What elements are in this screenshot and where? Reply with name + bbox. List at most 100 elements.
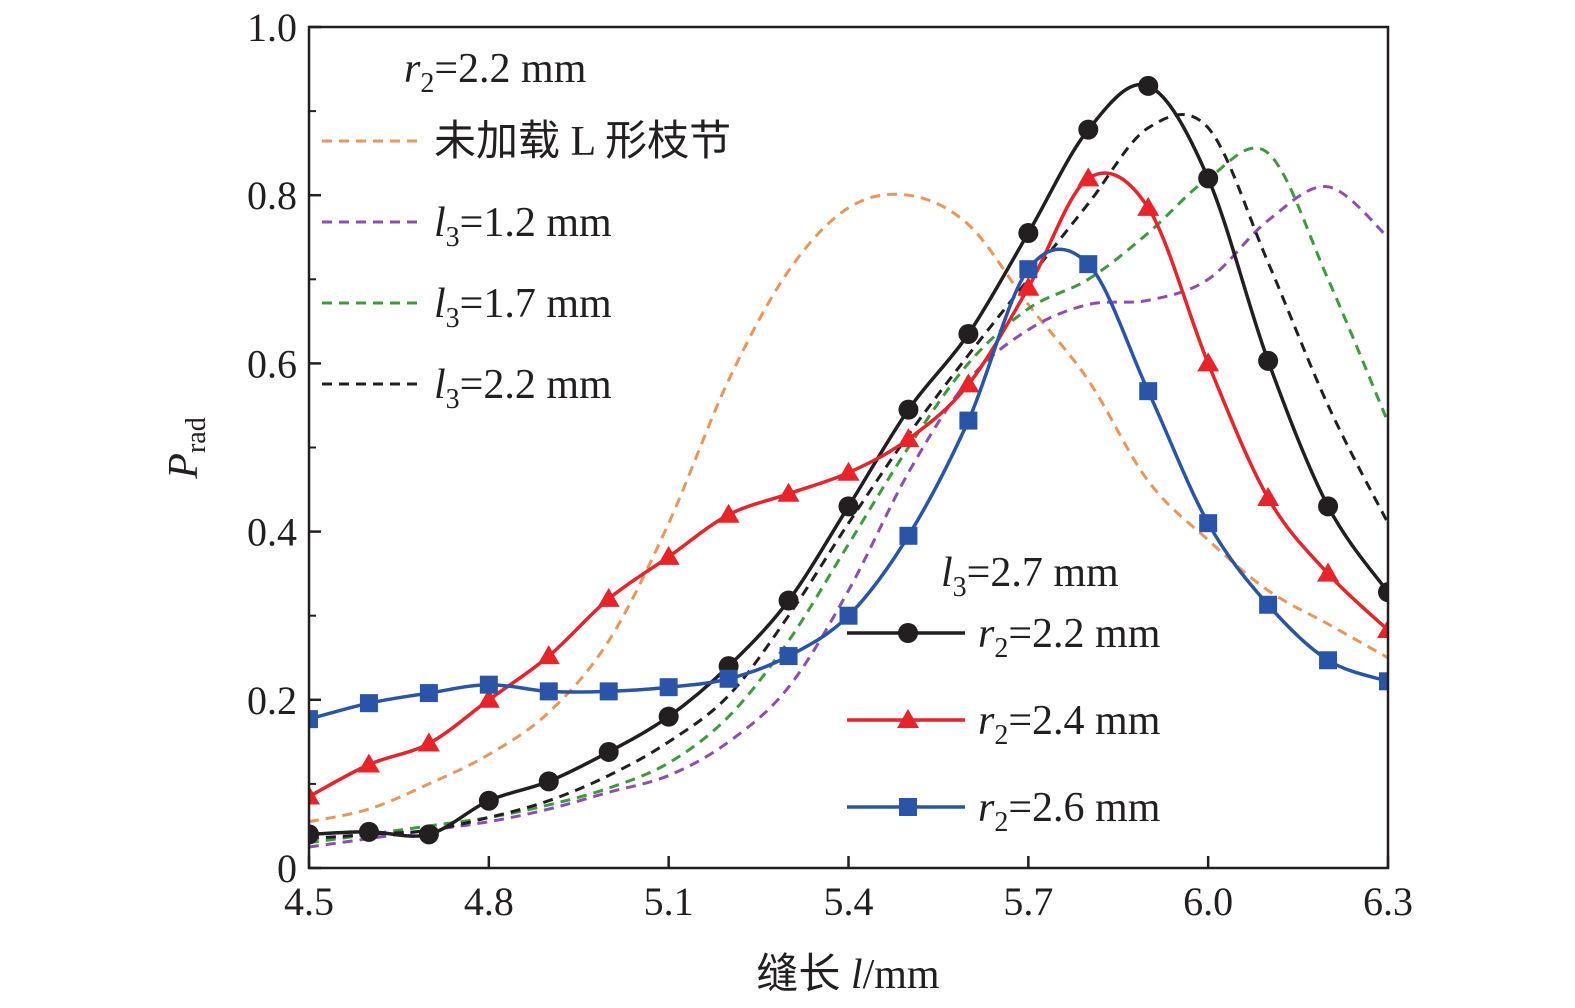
series-4	[309, 75, 1388, 845]
series-3	[309, 113, 1388, 841]
data-point-5-1	[357, 753, 380, 773]
data-point-5-0	[309, 785, 320, 805]
y-tick-label: 0.2	[247, 678, 297, 723]
legend-heading: l3=2.7 mm	[941, 550, 1119, 603]
series-6	[309, 247, 1388, 729]
data-point-5-6	[657, 545, 680, 565]
data-point-6-3	[479, 675, 498, 694]
data-point-6-0	[309, 710, 318, 729]
legend-marker	[898, 623, 918, 643]
data-point-4-11	[958, 323, 979, 344]
data-point-4-9	[838, 496, 859, 517]
data-point-5-14	[1137, 196, 1160, 216]
series-line-2	[309, 146, 1388, 845]
data-point-5-16	[1257, 486, 1280, 506]
data-point-6-16	[1259, 595, 1278, 614]
data-point-6-9	[839, 606, 858, 625]
data-point-4-1	[358, 821, 379, 842]
data-point-4-13	[1078, 119, 1099, 140]
y-tick-label: 0.8	[247, 173, 297, 218]
legend-label: 未加载 L 形枝节	[434, 119, 731, 165]
axes-layer: 4.5 4.8 5.1 5.4 5.7 6.0 6.3 0 0.2 0.4 0.6 0.8 1.0 缝长 …	[161, 5, 1413, 998]
x-tick-label: 4.8	[464, 879, 514, 924]
x-tick-label: 6.0	[1183, 879, 1233, 924]
data-point-6-5	[599, 682, 618, 701]
series-1	[309, 185, 1388, 849]
data-point-6-4	[539, 682, 558, 701]
data-point-5-12	[1017, 276, 1040, 296]
data-point-6-1	[359, 694, 378, 713]
series-layer	[309, 75, 1388, 849]
data-point-5-8	[777, 482, 800, 502]
data-point-4-0	[309, 824, 319, 845]
data-point-6-8	[779, 647, 798, 666]
data-point-6-7	[719, 669, 738, 688]
series-line-5	[309, 171, 1388, 799]
data-point-4-15	[1198, 168, 1219, 189]
x-tick-label: 5.1	[644, 879, 694, 924]
legend-heading: r2=2.2 mm	[404, 46, 587, 99]
data-point-6-12	[1019, 260, 1038, 279]
data-point-6-10	[899, 526, 918, 545]
legend-label: r2=2.6 mm	[978, 785, 1161, 838]
data-point-6-6	[659, 678, 678, 697]
legend-bottom-right: l3=2.7 mm r2=2.2 mm r2=2.4 mm r2=2.6 mm	[847, 550, 1161, 838]
x-tick-label: 5.7	[1003, 879, 1053, 924]
data-point-5-15	[1197, 352, 1220, 372]
series-5	[309, 167, 1388, 805]
data-point-6-14	[1139, 382, 1158, 401]
data-point-4-14	[1138, 75, 1159, 96]
legend-label: r2=2.2 mm	[978, 611, 1161, 664]
data-point-6-15	[1199, 514, 1218, 533]
series-line-4	[309, 82, 1388, 838]
data-point-5-10	[897, 428, 920, 448]
x-axis-label: 缝长 l/mm	[756, 952, 940, 998]
data-point-6-17	[1319, 651, 1338, 670]
x-tick-label: 6.3	[1363, 879, 1413, 924]
data-point-5-2	[417, 732, 440, 752]
data-point-4-16	[1258, 350, 1279, 371]
legend-label: r2=2.4 mm	[978, 698, 1161, 751]
legend-label: l3=2.2 mm	[434, 362, 612, 415]
series-0	[309, 192, 1388, 824]
data-point-4-2	[418, 824, 439, 845]
y-tick-label: 0.6	[247, 341, 297, 386]
y-axis-label: Prad	[161, 417, 212, 479]
legend-marker	[897, 709, 919, 728]
series-2	[309, 146, 1388, 845]
data-point-5-13	[1077, 167, 1100, 187]
legend-label: l3=1.2 mm	[434, 200, 612, 253]
data-point-4-18	[1378, 582, 1388, 603]
series-line-3	[309, 113, 1388, 841]
data-point-5-7	[717, 503, 740, 523]
data-point-4-3	[478, 790, 499, 811]
y-tick-label: 0	[277, 846, 297, 891]
legend-layer: r2=2.2 mm 未加载 L 形枝节 l3=1.2 mm l3=1.7 mm l3=2…	[322, 46, 1161, 838]
y-tick-label: 0.4	[247, 510, 297, 555]
legend-label: l3=1.7 mm	[434, 281, 612, 334]
data-point-4-17	[1318, 496, 1339, 517]
data-point-5-4	[537, 645, 560, 665]
data-point-4-5	[598, 741, 619, 762]
data-point-5-11	[957, 373, 980, 393]
y-tick-label: 1.0	[247, 5, 297, 50]
data-point-5-18	[1377, 618, 1388, 638]
series-line-1	[309, 185, 1388, 849]
data-point-6-11	[959, 411, 978, 430]
data-point-6-13	[1079, 255, 1098, 274]
data-point-4-4	[538, 771, 559, 792]
data-point-5-3	[477, 688, 500, 708]
svg-text:Prad: Prad	[161, 417, 212, 479]
data-point-5-17	[1317, 562, 1340, 582]
data-point-4-10	[898, 399, 919, 420]
x-tick-label: 4.5	[284, 879, 334, 924]
data-point-6-2	[419, 684, 438, 703]
x-tick-label: 5.4	[824, 879, 874, 924]
data-point-5-9	[837, 461, 860, 481]
series-line-0	[309, 192, 1388, 824]
data-point-4-8	[778, 590, 799, 611]
data-point-4-12	[1018, 223, 1039, 244]
legend-marker	[899, 798, 917, 816]
data-point-4-6	[658, 706, 679, 727]
